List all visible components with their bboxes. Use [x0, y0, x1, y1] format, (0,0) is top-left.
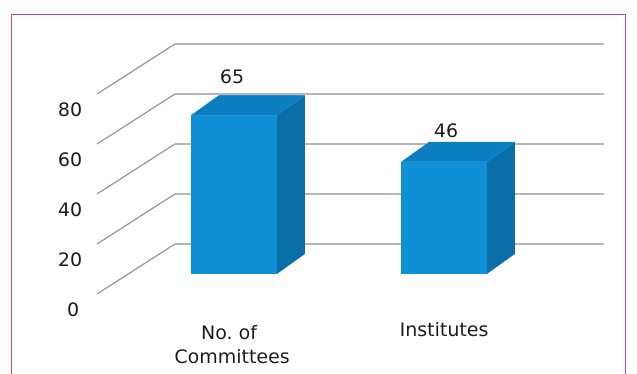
gridlines [96, 43, 604, 295]
bar-institutes [401, 141, 515, 274]
category-label-committees-line2: Committees [174, 346, 289, 368]
y-tick-0: 0 [67, 299, 79, 321]
bar-committees-front [191, 115, 277, 274]
gridline-40 [96, 143, 604, 195]
bars [191, 95, 515, 274]
y-tick-40: 40 [58, 199, 82, 221]
data-labels: 65 46 [220, 66, 458, 142]
bar-committees-top [191, 95, 305, 116]
gridline-60 [96, 93, 604, 145]
category-labels: No. of Committees Institutes [174, 319, 488, 368]
y-tick-80: 80 [58, 99, 82, 121]
bar-institutes-top [401, 141, 515, 162]
category-label-committees-line1: No. of [201, 322, 258, 344]
bar-institutes-side [487, 141, 515, 274]
data-label-institutes: 46 [434, 120, 458, 142]
y-tick-60: 60 [58, 149, 82, 171]
y-axis-ticks: 0 20 40 60 80 [58, 99, 82, 321]
data-label-committees: 65 [220, 66, 244, 88]
gridline-0 [96, 243, 604, 295]
gridline-20 [96, 193, 604, 245]
category-label-institutes: Institutes [400, 319, 489, 341]
y-tick-20: 20 [58, 249, 82, 271]
gridline-80 [96, 43, 604, 95]
category-label-committees: No. of Committees [174, 322, 289, 368]
bar-committees [191, 95, 305, 274]
chart-frame [11, 14, 626, 374]
bar-institutes-front [401, 161, 487, 274]
bar-committees-side [277, 95, 305, 274]
